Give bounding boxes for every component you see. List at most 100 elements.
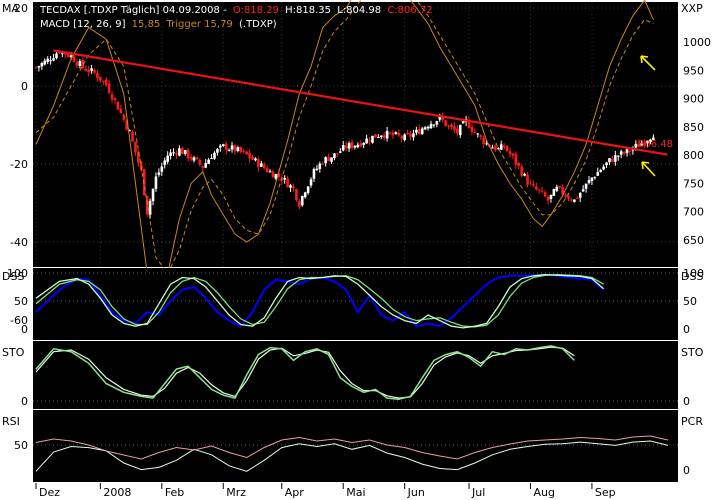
- candle-body: [93, 69, 96, 73]
- header-macd-symbol: (.TDXP): [239, 19, 277, 30]
- candle-body: [429, 123, 433, 129]
- candle-body: [210, 158, 213, 160]
- tick-labels: 200-20-40-601000950900850800750700650100…: [7, 2, 711, 477]
- candle-body: [388, 132, 392, 134]
- candle-body: [213, 152, 216, 159]
- candle-body: [300, 195, 304, 206]
- header-macd-label: MACD [12, 26, 9]: [40, 19, 126, 30]
- candle-body: [628, 150, 632, 152]
- candle-body: [344, 145, 348, 149]
- candle-body: [619, 151, 623, 155]
- candle-body: [145, 195, 149, 215]
- candle-body: [450, 124, 453, 128]
- candle-body: [172, 152, 175, 154]
- candle-body: [444, 120, 447, 127]
- candle-body: [581, 189, 585, 192]
- candle-body: [303, 192, 307, 198]
- macd-tick-label: -60: [10, 314, 28, 327]
- candle-body: [286, 178, 289, 188]
- ma-axis-label: MA: [2, 2, 19, 15]
- candle-body: [634, 143, 638, 148]
- candle-body: [330, 157, 333, 162]
- dss-panel: [33, 268, 678, 340]
- candle-body: [350, 142, 354, 148]
- candle-body: [262, 164, 266, 169]
- candle-body: [46, 58, 50, 62]
- candle-body: [90, 68, 93, 71]
- candle-body: [543, 192, 547, 197]
- candle-body: [84, 68, 88, 71]
- candle-body: [435, 121, 439, 125]
- candle-body: [52, 58, 55, 61]
- candle-body: [511, 153, 515, 156]
- candle-body: [236, 147, 240, 151]
- candle-body: [476, 133, 480, 135]
- price-panel: [33, 2, 678, 267]
- candle-body: [175, 152, 178, 155]
- price-tick-label: 750: [683, 177, 704, 190]
- candle-body: [567, 196, 570, 199]
- candle-body: [558, 185, 562, 188]
- candle-body: [163, 160, 167, 165]
- header-instrument: TECDAX [.TDXP Täglich] 04.09.2008 -: [39, 5, 227, 16]
- macd-tick-label: 20: [14, 2, 28, 15]
- candle-body: [584, 183, 588, 189]
- price-trendline: [53, 49, 668, 156]
- candle-body: [268, 171, 272, 173]
- candle-body: [353, 145, 357, 148]
- candle-body: [546, 196, 550, 201]
- candle-body: [34, 67, 38, 69]
- candle-body: [192, 157, 196, 161]
- candle-body: [75, 62, 79, 66]
- candle-body: [643, 142, 646, 145]
- candle-body: [198, 159, 202, 165]
- candle-body: [324, 157, 327, 164]
- candle-body: [122, 114, 126, 120]
- candle-body: [482, 137, 485, 145]
- candle-body: [157, 172, 161, 175]
- candle-body: [441, 116, 445, 121]
- rsi-axis-label: RSI: [2, 415, 20, 428]
- candle-body: [517, 163, 521, 166]
- candle-body: [564, 196, 567, 198]
- candle-body: [415, 129, 418, 133]
- candle-body: [467, 119, 471, 129]
- header-close: C:806.72: [387, 5, 432, 16]
- macd-tick-label: 0: [21, 80, 28, 93]
- candle-body: [397, 133, 401, 136]
- rsi-panel: [33, 410, 678, 482]
- candle-body: [417, 128, 421, 135]
- month-label: Mrz: [226, 486, 246, 499]
- candle-body: [505, 145, 509, 151]
- candle-body: [125, 120, 129, 130]
- candle-body: [110, 94, 114, 100]
- dss-blue-line: [35, 273, 605, 328]
- candle-body: [646, 141, 649, 144]
- price-axis-label: XXP: [681, 2, 703, 15]
- candle-body: [131, 131, 134, 142]
- candle-body: [233, 145, 237, 152]
- dss-axis-label-right: DSS: [681, 270, 703, 283]
- candle-body: [625, 149, 629, 154]
- candle-body: [151, 188, 155, 202]
- price-tick-label: 700: [683, 206, 704, 219]
- candle-body: [265, 168, 269, 173]
- candle-body: [336, 153, 339, 155]
- candle-body: [537, 189, 541, 191]
- candle-body: [426, 126, 430, 129]
- candle-body: [169, 152, 172, 156]
- candle-body: [535, 186, 538, 190]
- candle-body: [382, 135, 386, 138]
- candle-body: [578, 193, 582, 198]
- candle-body: [526, 174, 529, 185]
- candle-body: [128, 130, 131, 132]
- candle-body: [458, 124, 462, 136]
- candle-body: [479, 135, 483, 137]
- candle-body: [248, 152, 251, 159]
- candle-body: [602, 166, 605, 170]
- price-tick-label: 950: [683, 64, 704, 77]
- header-trigger: Trigger 15,79: [166, 19, 233, 30]
- candle-body: [81, 59, 85, 68]
- month-label: 2008: [103, 486, 131, 499]
- sto-panel: [33, 341, 678, 409]
